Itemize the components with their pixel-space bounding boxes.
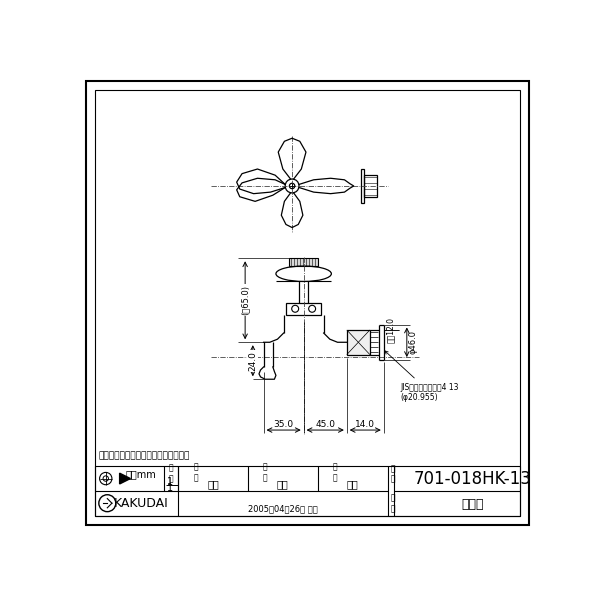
- Text: KAKUDAI: KAKUDAI: [114, 497, 169, 509]
- Bar: [289, 259, 318, 266]
- Text: 1: 1: [167, 478, 173, 487]
- Bar: [364, 175, 377, 197]
- Text: 14.0: 14.0: [355, 420, 375, 429]
- Text: 村田: 村田: [207, 479, 219, 489]
- Text: (ゴ65.0): (ゴ65.0): [241, 286, 250, 316]
- Text: 注：（）内寸法は参考寸法じである。: 注：（）内寸法は参考寸法じである。: [98, 451, 190, 460]
- Bar: [361, 169, 364, 203]
- Bar: [95, 466, 520, 515]
- Text: 金城: 金城: [347, 479, 359, 489]
- Text: 24.0: 24.0: [248, 351, 257, 371]
- Text: 単位mm: 単位mm: [126, 469, 157, 479]
- Text: 品
番: 品 番: [391, 464, 395, 484]
- Text: 701-018HK-13: 701-018HK-13: [413, 470, 531, 488]
- Text: 紀崎: 紀崎: [277, 479, 289, 489]
- Polygon shape: [119, 473, 130, 484]
- Text: 45.0: 45.0: [315, 420, 335, 429]
- Text: JIS機械笮コインを4 13
(φ20.955): JIS機械笮コインを4 13 (φ20.955): [385, 351, 459, 402]
- Bar: [347, 330, 370, 355]
- Text: 尺
度: 尺 度: [168, 463, 173, 483]
- Text: 製
図: 製 図: [193, 463, 198, 482]
- Text: 35.0: 35.0: [274, 420, 293, 429]
- Bar: [286, 303, 322, 314]
- Text: 品
名: 品 名: [391, 493, 395, 513]
- Text: φ46.0: φ46.0: [409, 330, 418, 354]
- Text: 内ツ12.0: 内ツ12.0: [386, 317, 395, 343]
- Text: 2005年04月26日 作成: 2005年04月26日 作成: [248, 504, 318, 513]
- Text: 承
認: 承 認: [333, 463, 338, 482]
- Text: 検
図: 検 図: [263, 463, 268, 482]
- Text: 1: 1: [167, 483, 173, 493]
- Text: 横水栓: 横水栓: [461, 498, 484, 511]
